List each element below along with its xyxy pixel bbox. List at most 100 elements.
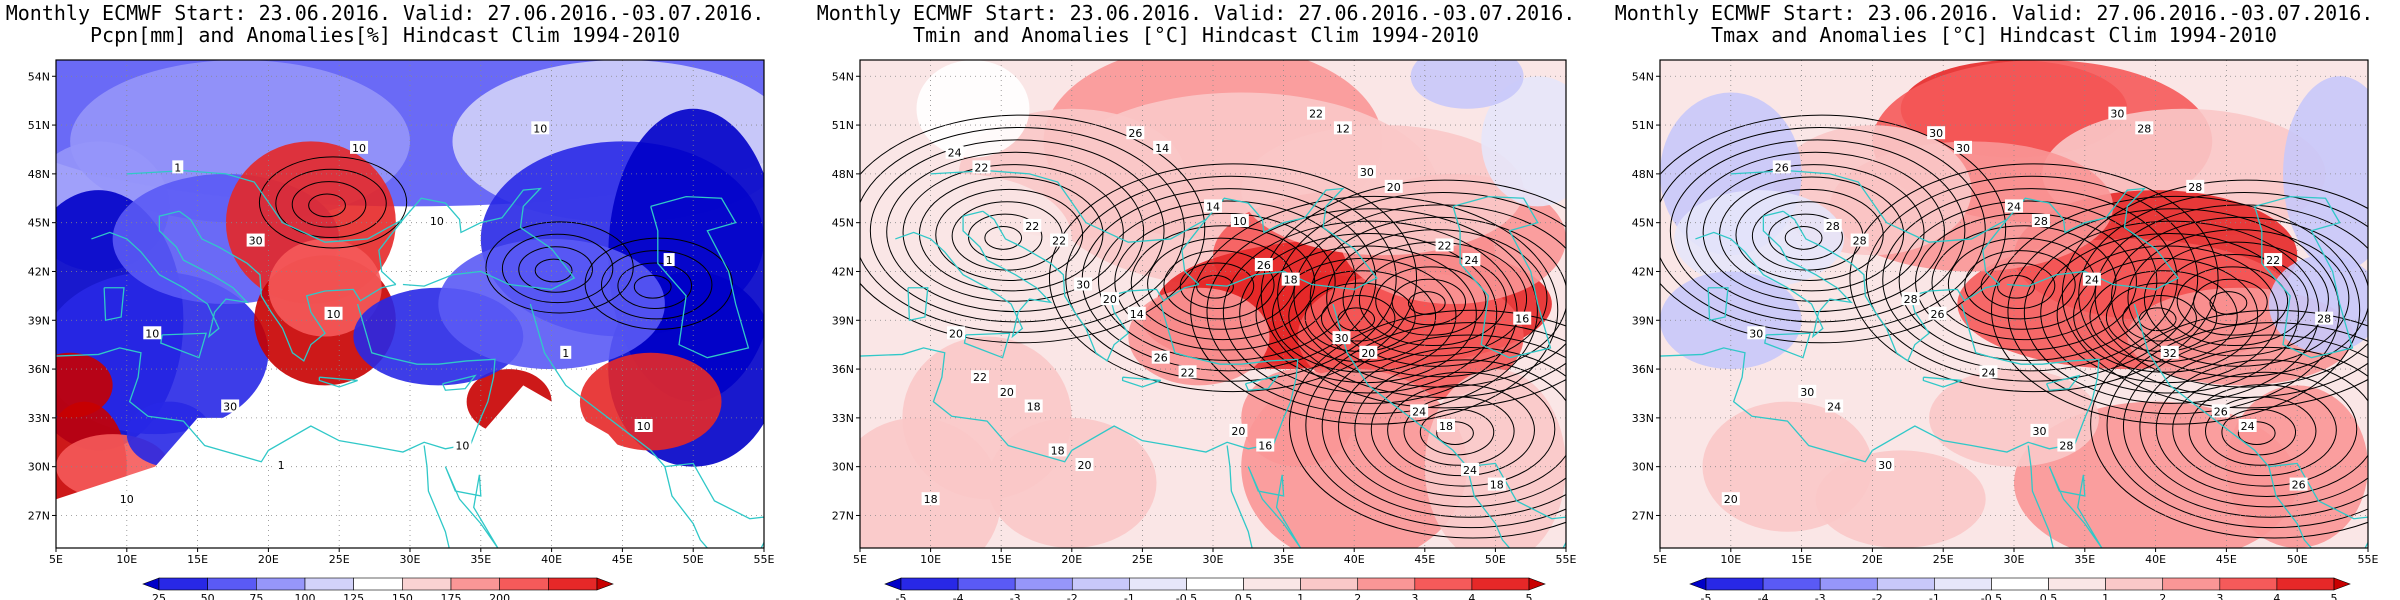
lat-label: 27N xyxy=(1632,509,1654,522)
colorbar-min-arrow xyxy=(142,577,160,591)
contour-line xyxy=(1196,274,1234,299)
anomaly-patch xyxy=(1815,450,1986,548)
contour-label: 28 xyxy=(2137,122,2151,135)
contour-label-bg xyxy=(2082,272,2101,286)
colorbar-3: -5 -4 -3 -2 -1 -0.5 0.5 1 2 3 4 5 xyxy=(1689,577,2351,600)
contour-line xyxy=(1338,346,1566,508)
colorbar-max-arrow xyxy=(2333,577,2351,591)
contour-label-bg xyxy=(1825,399,1844,413)
contour-label-bg xyxy=(1487,477,1506,491)
contour-label: 14 xyxy=(1155,142,1169,155)
colorbar-2: -5 -4 -3 -2 -1 -0.5 0.5 1 2 3 4 5 xyxy=(884,577,1546,600)
contour-label-bg xyxy=(1513,311,1532,325)
coastline xyxy=(178,210,396,362)
coastline xyxy=(664,462,764,548)
colorbar-label: -1 xyxy=(1929,592,1940,600)
contour-label-bg xyxy=(2108,106,2127,120)
contour-label: 1 xyxy=(562,347,569,360)
colorbar-label: 5 xyxy=(2331,592,2338,600)
colorbar-label: 3 xyxy=(1411,592,1418,600)
colorbar-segment xyxy=(450,577,500,591)
contour-line xyxy=(600,250,713,320)
coastline xyxy=(91,210,249,339)
contour-line xyxy=(1375,266,1487,336)
contour-line xyxy=(935,188,1084,281)
map-panel-2: 1818141012182022141620242220221820182020… xyxy=(832,59,1577,600)
lat-label: 54N xyxy=(832,70,854,83)
lon-label: 40E xyxy=(541,553,562,566)
contour-label: 26 xyxy=(2214,405,2228,418)
contour-label: 28 xyxy=(2188,181,2202,194)
lon-label: 25E xyxy=(329,553,350,566)
coastline xyxy=(1695,210,1853,339)
anomaly-patch xyxy=(438,238,665,370)
contour-label: 30 xyxy=(1360,166,1374,179)
contour-label: 22 xyxy=(973,371,987,384)
contour-label: 28 xyxy=(2034,215,2048,228)
colorbar-label: 4 xyxy=(1468,592,1475,600)
contour-line xyxy=(1293,204,1566,388)
coastline xyxy=(126,169,404,243)
coastline xyxy=(2133,303,2270,468)
contour-line xyxy=(1735,188,1884,281)
contour-label-bg xyxy=(1927,126,1946,140)
coastline xyxy=(529,303,666,468)
colorbar-label: 25 xyxy=(152,592,166,600)
contour-label: 14 xyxy=(1130,308,1144,321)
contour-line xyxy=(1354,359,1566,497)
coastline xyxy=(1660,303,2100,463)
coastlines xyxy=(860,169,1566,548)
contour-line xyxy=(2127,229,2350,367)
contour-label-bg xyxy=(1023,218,1042,232)
lon-label: 20E xyxy=(258,553,279,566)
contour-label: 24 xyxy=(2241,420,2255,433)
coastline xyxy=(160,332,207,359)
contour-line xyxy=(1997,274,2035,299)
panel-3-title-line1: Monthly ECMWF Start: 23.06.2016. Valid: … xyxy=(1614,1,2374,25)
contour-label: 10 xyxy=(455,440,469,453)
contour-line xyxy=(2007,208,2340,415)
colorbar-label: -3 xyxy=(1010,592,1021,600)
lat-label: 39N xyxy=(1632,314,1654,327)
contour-label-bg xyxy=(1153,140,1172,154)
contour-label: 18 xyxy=(924,493,938,506)
colorbar-min-arrow xyxy=(884,577,902,591)
colorbar-label: -1 xyxy=(1124,592,1135,600)
contour-line xyxy=(860,126,1185,333)
contour-line xyxy=(1277,192,1566,398)
colorbar-segment xyxy=(1471,577,1530,591)
contour-label: 16 xyxy=(1258,440,1272,453)
contour-line xyxy=(584,237,733,330)
coastline xyxy=(1121,376,1161,388)
colorbar-segment xyxy=(1705,577,1764,591)
lon-label: 35E xyxy=(470,553,491,566)
anomaly-patch xyxy=(1424,369,1566,548)
contour-label: 24 xyxy=(2085,274,2099,287)
lat-label: 39N xyxy=(28,314,50,327)
lon-label: 35E xyxy=(1273,553,1294,566)
contour-line xyxy=(633,274,672,299)
colorbar-label: 2 xyxy=(1354,592,1361,600)
contour-label: 30 xyxy=(2032,425,2046,438)
colorbar-label: -4 xyxy=(953,592,964,600)
contour-label-bg xyxy=(1256,438,1275,452)
contour-line xyxy=(1768,213,1843,261)
contour-label-bg xyxy=(1979,365,1998,379)
colorbar-segment xyxy=(2162,577,2221,591)
contour-label: 20 xyxy=(949,327,963,340)
lon-label: 30E xyxy=(1203,553,1224,566)
colorbar-segment xyxy=(2276,577,2335,591)
contour-label: 28 xyxy=(1853,235,1867,248)
contour-label: 24 xyxy=(1982,366,1996,379)
colorbar-segment xyxy=(1414,577,1473,591)
coastline xyxy=(1247,466,1302,548)
contour-line xyxy=(518,246,593,293)
lat-label: 33N xyxy=(832,412,854,425)
lat-label: 27N xyxy=(28,509,50,522)
lat-label: 42N xyxy=(1632,265,1654,278)
lon-label: 5E xyxy=(853,553,867,566)
coastline xyxy=(860,303,1299,463)
contour-line xyxy=(2204,396,2317,466)
contour-label-bg xyxy=(1772,160,1791,174)
